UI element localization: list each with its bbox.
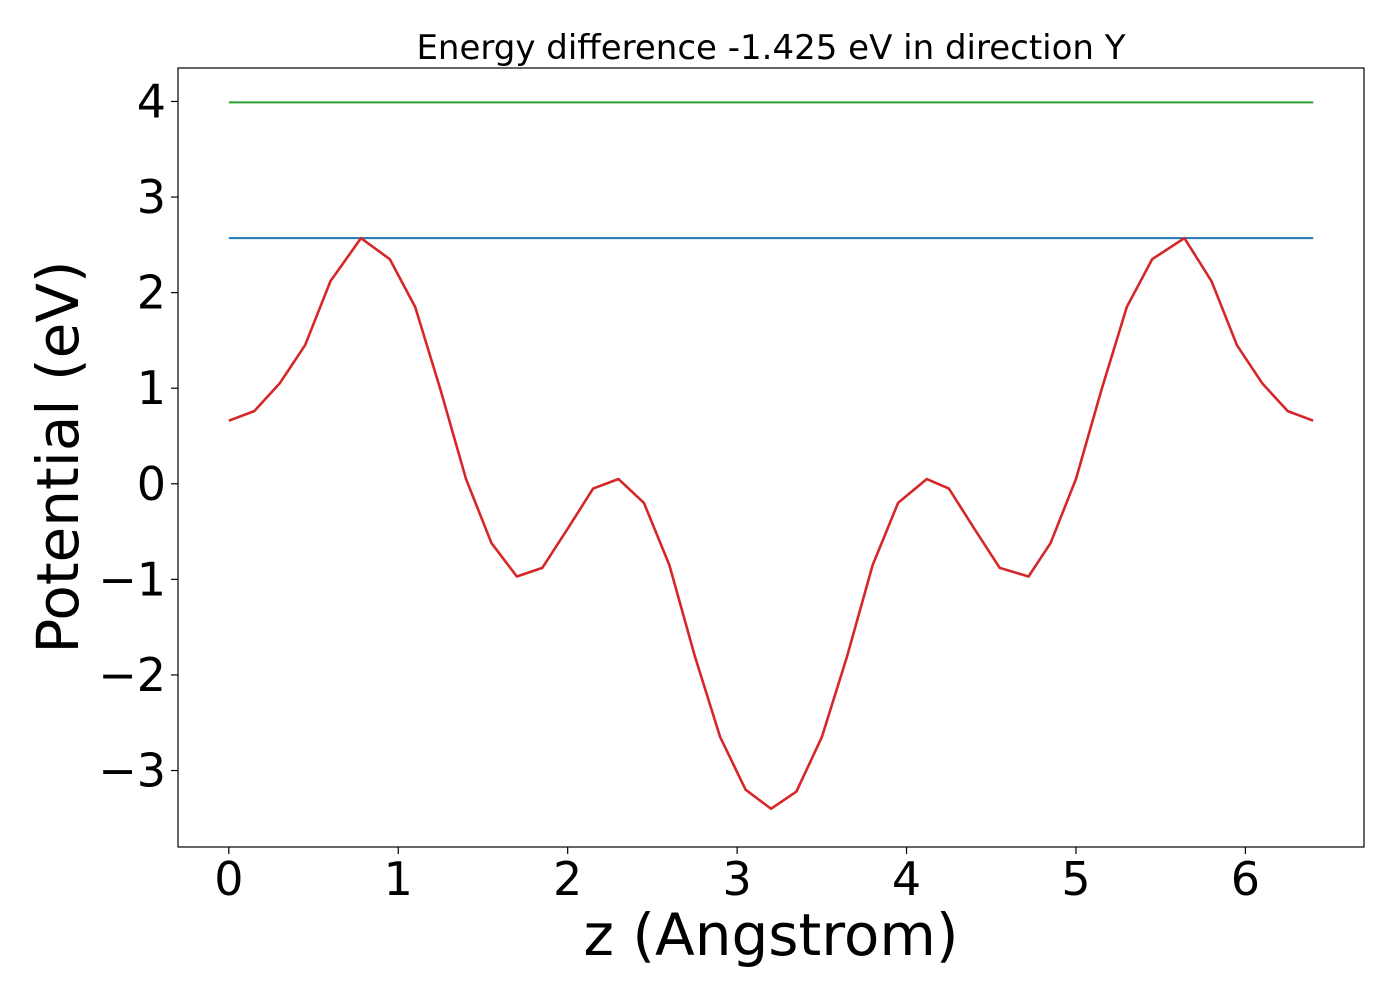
x-tick-label: 0 — [214, 852, 243, 906]
chart-title: Energy difference -1.425 eV in direction… — [416, 28, 1125, 68]
x-tick-label: 6 — [1231, 852, 1260, 906]
y-tick-label: 0 — [137, 457, 166, 511]
x-tick-label: 4 — [892, 852, 921, 906]
y-tick-label: 4 — [137, 74, 166, 128]
series-line-2 — [228, 236, 1314, 811]
x-tick-label: 1 — [384, 852, 413, 906]
y-tick-label: 1 — [137, 361, 166, 415]
y-tick-label: 2 — [137, 266, 166, 320]
y-tick-label: 3 — [137, 170, 166, 224]
x-tick-label: 5 — [1061, 852, 1090, 906]
x-axis-label: z (Angstrom) — [584, 901, 959, 969]
plot-frame — [177, 67, 1365, 848]
y-axis-label: Potential (eV) — [24, 260, 92, 653]
y-tick-label: −2 — [98, 648, 166, 702]
y-tick-label: −3 — [98, 744, 166, 798]
plot-lines — [228, 101, 1314, 811]
y-axis: −3 −2 −1 0 1 2 3 4 — [98, 74, 178, 798]
x-tick-label: 2 — [553, 852, 582, 906]
x-tick-label: 3 — [722, 852, 751, 906]
x-axis: 0 1 2 3 4 5 6 — [214, 847, 1260, 906]
y-tick-label: −1 — [98, 552, 166, 606]
